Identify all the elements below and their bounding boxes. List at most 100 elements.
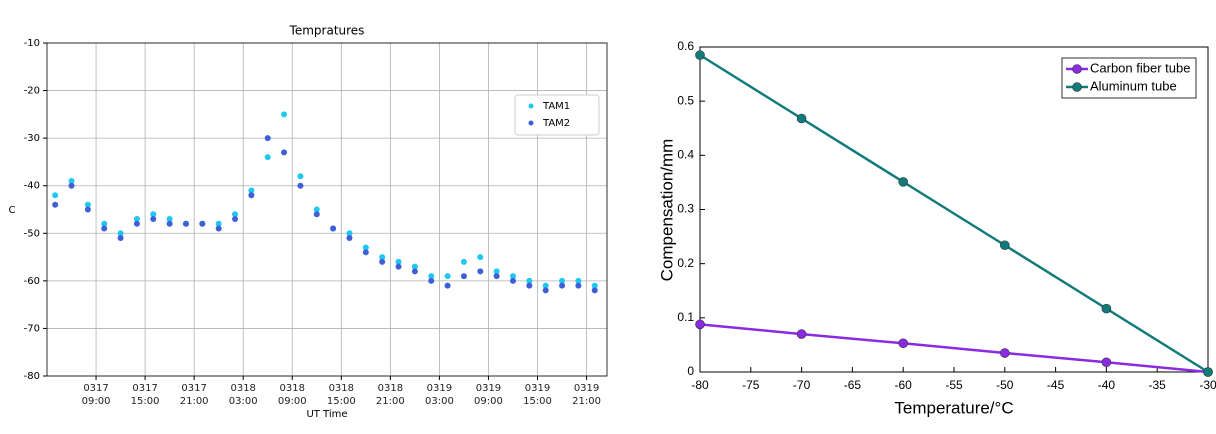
data-point — [575, 282, 582, 289]
x-tick-label: 0317 15:00 — [130, 383, 160, 407]
y-tick-label: -50 — [24, 228, 40, 239]
data-point — [52, 192, 59, 199]
data-point — [248, 187, 255, 194]
data-point — [477, 268, 484, 275]
x-tick-label: 0318 15:00 — [326, 383, 356, 407]
x-axis-label: Temperature/°C — [894, 398, 1013, 417]
data-point — [313, 211, 320, 218]
data-point — [297, 173, 304, 180]
data-point — [1101, 357, 1112, 368]
x-tick-label: -65 — [844, 378, 862, 392]
data-point — [796, 329, 807, 339]
y-tick-label: -80 — [24, 371, 40, 382]
x-tick-label: 0319 21:00 — [572, 383, 601, 407]
x-tick-label: -60 — [895, 378, 913, 392]
data-point — [460, 273, 467, 280]
legend-label: TAM2 — [542, 118, 570, 129]
data-point — [281, 149, 288, 156]
data-point — [591, 282, 598, 289]
y-axis-label: Compensation/mm — [657, 139, 676, 282]
data-point — [1101, 303, 1112, 314]
data-point — [166, 220, 173, 227]
legend-label: TAM1 — [542, 101, 570, 112]
legend-label: Carbon fiber tube — [1090, 60, 1190, 75]
plot-frame — [46, 42, 608, 377]
data-point — [428, 273, 435, 280]
x-tick-label: 0318 21:00 — [375, 383, 405, 407]
data-point — [493, 268, 500, 275]
x-tick-label: -70 — [793, 378, 811, 392]
data-point — [297, 182, 304, 189]
data-point — [68, 177, 75, 184]
data-point — [166, 216, 173, 223]
x-tick-label: 0317 21:00 — [179, 383, 209, 407]
x-tick-label: 0318 03:00 — [228, 383, 258, 407]
data-point — [999, 240, 1010, 251]
x-tick-label: -35 — [1149, 378, 1167, 392]
data-point — [84, 201, 91, 208]
legend-marker — [1072, 82, 1082, 92]
y-tick-label: 0.4 — [677, 148, 694, 162]
data-point — [215, 225, 222, 232]
legend-marker — [528, 120, 534, 126]
data-point — [117, 230, 124, 237]
legend-label: Aluminum tube — [1090, 78, 1177, 93]
data-point — [796, 113, 807, 124]
data-point — [477, 254, 484, 261]
data-point — [101, 220, 108, 227]
legend-marker — [1072, 64, 1082, 74]
data-point — [150, 211, 157, 218]
data-point — [133, 216, 140, 223]
data-point — [117, 235, 124, 242]
data-point — [248, 192, 255, 199]
data-point — [898, 338, 909, 349]
x-tick-label: -40 — [1098, 378, 1116, 392]
data-point — [199, 220, 206, 227]
data-point — [428, 277, 435, 284]
y-tick-label: -70 — [24, 323, 40, 334]
data-point — [509, 273, 516, 280]
y-tick-label: -10 — [24, 38, 40, 49]
data-point — [346, 230, 353, 237]
x-tick-label: -30 — [1199, 378, 1216, 392]
y-axis-label: C — [9, 205, 16, 216]
x-tick-label: 0317 09:00 — [81, 383, 111, 407]
data-point — [559, 282, 566, 289]
data-line — [699, 323, 1209, 374]
data-point — [460, 258, 467, 265]
data-point — [509, 277, 516, 284]
data-point — [695, 319, 705, 330]
y-tick-label: 0.2 — [677, 256, 694, 270]
data-point — [898, 177, 909, 187]
legend-box — [514, 94, 600, 136]
data-point — [362, 244, 369, 251]
data-point — [281, 111, 288, 118]
legend-box — [1061, 57, 1197, 99]
data-point — [695, 50, 705, 60]
x-tick-label: 0319 03:00 — [424, 383, 454, 407]
x-tick-label: -80 — [691, 378, 709, 392]
data-point — [264, 135, 271, 142]
data-point — [444, 282, 451, 289]
data-point — [182, 220, 189, 227]
data-point — [232, 216, 239, 223]
y-tick-label: 0.5 — [677, 93, 694, 107]
data-point — [395, 258, 402, 265]
data-point — [526, 282, 533, 289]
x-tick-label: -50 — [996, 378, 1014, 392]
y-tick-label: -20 — [24, 86, 40, 97]
data-point — [559, 277, 566, 284]
data-point — [215, 220, 222, 227]
data-point — [999, 348, 1010, 358]
data-point — [52, 201, 59, 208]
data-point — [362, 249, 369, 256]
data-point — [575, 277, 582, 284]
y-tick-label: -60 — [24, 276, 40, 287]
x-tick-label: -45 — [1047, 378, 1065, 392]
data-point — [526, 277, 533, 284]
data-point — [232, 211, 239, 218]
data-point — [379, 258, 386, 265]
data-point — [330, 225, 337, 232]
y-tick-label: 0 — [687, 364, 694, 378]
